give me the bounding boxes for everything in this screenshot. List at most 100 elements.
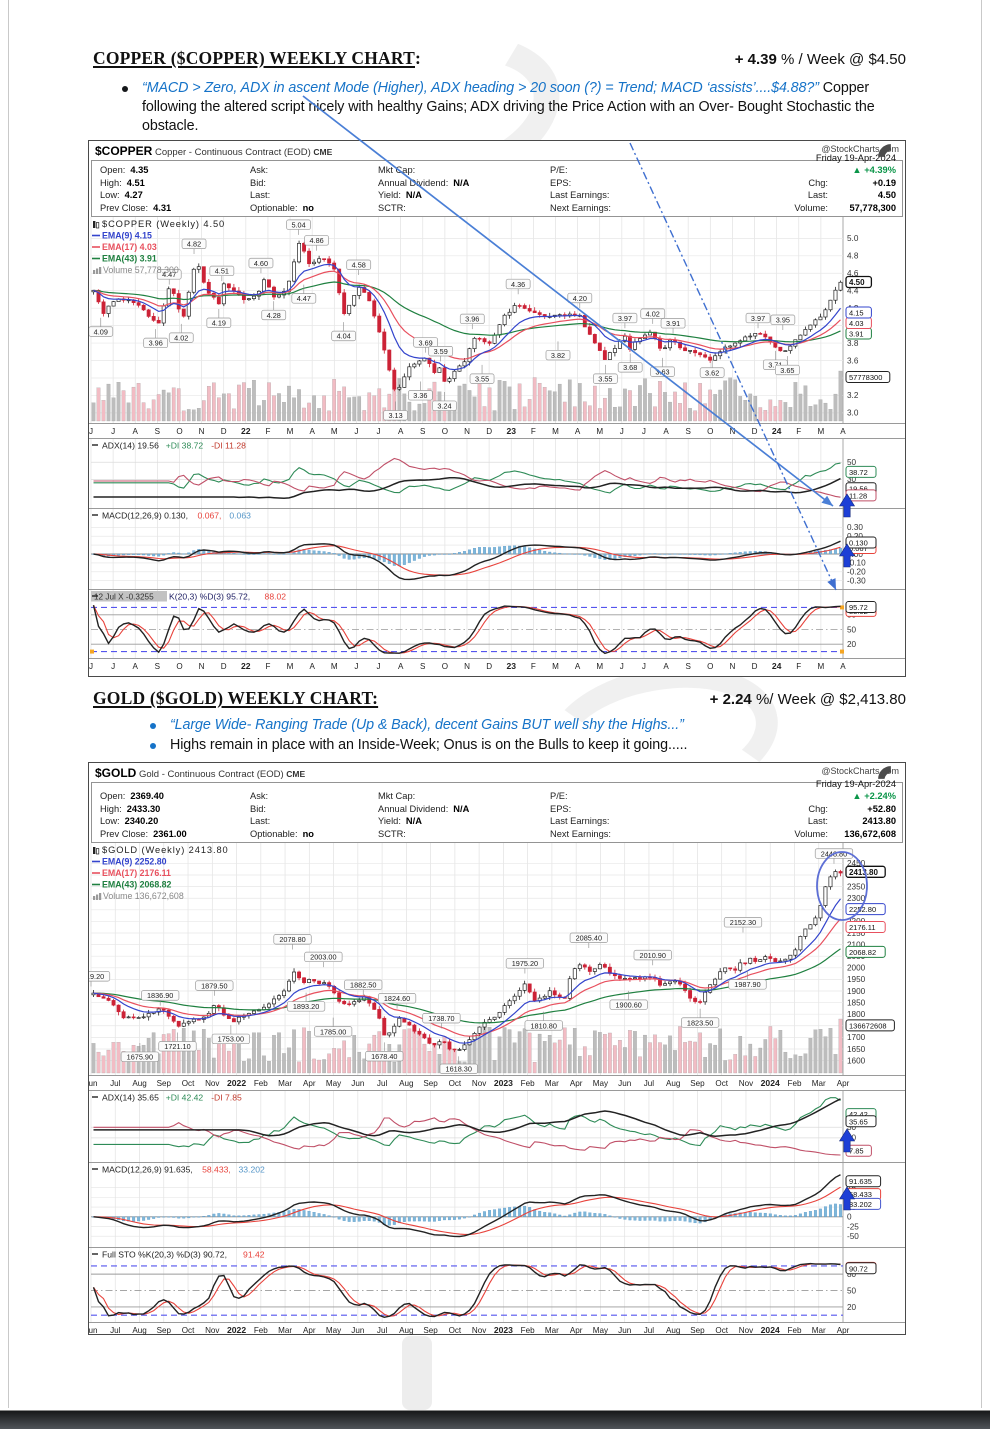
gold-section-header: GOLD ($GOLD) WEEKLY CHART: + 2.24 %/ Wee…	[93, 688, 906, 709]
svg-text:May: May	[593, 1079, 609, 1088]
info-value: 4.35	[130, 165, 149, 175]
svg-text:J: J	[111, 662, 115, 671]
svg-text:4.15: 4.15	[849, 309, 864, 318]
info-label: Last:	[807, 190, 828, 200]
svg-text:4.19: 4.19	[212, 319, 226, 328]
info-value: no	[302, 828, 314, 839]
svg-text:57778300: 57778300	[849, 373, 882, 382]
svg-text:1836.90: 1836.90	[147, 991, 173, 1000]
svg-text:S: S	[685, 427, 691, 436]
svg-text:24: 24	[772, 661, 782, 671]
svg-text:-DI 7.85: -DI 7.85	[211, 1093, 242, 1103]
info-label: Last Earnings:	[550, 816, 610, 826]
svg-text:1823.50: 1823.50	[687, 1018, 713, 1027]
svg-text:Aug: Aug	[666, 1079, 680, 1088]
svg-text:Feb: Feb	[254, 1079, 268, 1088]
info-value: 2340.20	[124, 816, 159, 826]
svg-text:A: A	[309, 662, 315, 671]
svg-text:Oct: Oct	[449, 1326, 462, 1335]
svg-text:Aug: Aug	[399, 1079, 413, 1088]
bullet-dot	[150, 723, 156, 729]
svg-text:A: A	[398, 427, 404, 436]
info-label: SCTR:	[378, 828, 406, 839]
svg-text:Mar: Mar	[278, 1079, 292, 1088]
svg-text:1975.20: 1975.20	[512, 959, 538, 968]
info-label: Bid:	[250, 803, 267, 814]
info-label: Next Earnings:	[550, 202, 611, 213]
svg-text:$GOLD (Weekly) 2413.80: $GOLD (Weekly) 2413.80	[102, 845, 229, 855]
svg-text:3.8: 3.8	[847, 339, 859, 348]
copper-title-wrap: COPPER ($COPPER) WEEKLY CHART:	[93, 48, 421, 69]
svg-text:3.97: 3.97	[618, 314, 632, 323]
info-column: P/E: EPS: Last Earnings: Next Earnings:	[550, 162, 700, 214]
svg-text:1900: 1900	[847, 987, 866, 996]
chart-symbol: $COPPER	[95, 144, 153, 158]
svg-text:Oct: Oct	[715, 1079, 728, 1088]
svg-text:Feb: Feb	[521, 1079, 535, 1088]
svg-text:3.96: 3.96	[465, 315, 479, 324]
info-label: Chg:	[808, 177, 828, 188]
svg-text:1919.20: 1919.20	[89, 972, 104, 981]
svg-text:2024: 2024	[761, 1078, 780, 1088]
info-label: Optionable:	[250, 828, 298, 839]
bullet-dot	[122, 86, 128, 92]
svg-text:1893.20: 1893.20	[293, 1002, 319, 1011]
svg-text:4.86: 4.86	[309, 236, 323, 245]
svg-text:91.42: 91.42	[243, 1250, 265, 1260]
svg-text:Nov: Nov	[739, 1326, 754, 1335]
info-column: Mkt Cap: Annual Dividend: N/A Yield: N/A SCTR…	[378, 162, 550, 214]
svg-text:2022: 2022	[227, 1325, 246, 1335]
info-value: 4.51	[126, 177, 145, 188]
info-label: Volume:	[794, 202, 828, 213]
quote-date: Friday 19-Apr-2024	[815, 152, 896, 163]
svg-text:EMA(17) 4.03: EMA(17) 4.03	[102, 242, 157, 252]
info-label: Low:	[100, 190, 120, 200]
svg-text:3.36: 3.36	[413, 391, 427, 400]
svg-text:Sep: Sep	[157, 1079, 172, 1088]
svg-text:J: J	[354, 662, 358, 671]
svg-text:Feb: Feb	[521, 1326, 535, 1335]
svg-text:30: 30	[847, 1123, 857, 1132]
bullet-segment: “MACD > Zero, ADX in ascent Mode (Higher…	[142, 80, 819, 96]
info-label: High:	[100, 177, 122, 188]
svg-text:Nov: Nov	[472, 1326, 487, 1335]
svg-text:91.635: 91.635	[849, 1177, 872, 1186]
stockcharts-credit: @StockCharts.com	[821, 144, 899, 154]
svg-text:58.433,: 58.433,	[202, 1165, 231, 1175]
svg-text:J: J	[89, 662, 93, 671]
svg-text:K(20,3) %D(3) 95.72,: K(20,3) %D(3) 95.72,	[169, 592, 250, 602]
info-label: SCTR:	[378, 202, 406, 213]
svg-text:-0.10: -0.10	[847, 559, 866, 568]
svg-text:22: 22	[241, 426, 251, 436]
svg-text:M: M	[596, 427, 603, 436]
svg-text:1678.40: 1678.40	[371, 1052, 397, 1061]
info-value: no	[302, 202, 314, 213]
svg-text:3.55: 3.55	[598, 374, 612, 383]
svg-text:Nov: Nov	[205, 1079, 220, 1088]
svg-text:0.130: 0.130	[849, 538, 868, 547]
gold-bullets: “Large Wide- Ranging Trade (Up & Back), …	[150, 716, 910, 756]
svg-text:F: F	[796, 662, 801, 671]
svg-text:F: F	[265, 662, 270, 671]
svg-text:3.69: 3.69	[419, 338, 433, 347]
svg-text:EMA(43) 2068.82: EMA(43) 2068.82	[102, 880, 172, 890]
svg-text:1618.30: 1618.30	[446, 1065, 472, 1074]
copper-title-colon: :	[415, 48, 421, 68]
svg-text:4.20: 4.20	[573, 294, 587, 303]
quote-change-column: Friday 19-Apr-2024 ▲ +4.39% Chg: +0.19 Last:…	[700, 153, 896, 214]
svg-text:M: M	[818, 662, 825, 671]
gold-title-wrap: GOLD ($GOLD) WEEKLY CHART:	[93, 688, 378, 709]
svg-text:Apr: Apr	[303, 1079, 316, 1088]
svg-text:0.00: 0.00	[847, 550, 863, 559]
svg-text:1900.60: 1900.60	[615, 1000, 641, 1009]
svg-text:2068.82: 2068.82	[849, 948, 876, 957]
svg-text:3.91: 3.91	[666, 319, 680, 328]
quote-date: Friday 19-Apr-2024	[815, 778, 896, 789]
info-value: +52.80	[867, 803, 896, 814]
svg-text:1753.00: 1753.00	[218, 1035, 244, 1044]
svg-text:Mar: Mar	[812, 1326, 826, 1335]
svg-text:$COPPER (Weekly) 4.50: $COPPER (Weekly) 4.50	[102, 219, 225, 229]
svg-text:-50: -50	[847, 1232, 859, 1241]
info-column: Open: 4.35 High: 4.51 Low: 4.27 Prev Close: 4.3…	[100, 162, 250, 214]
up-triangle-icon: ▲	[852, 165, 865, 175]
